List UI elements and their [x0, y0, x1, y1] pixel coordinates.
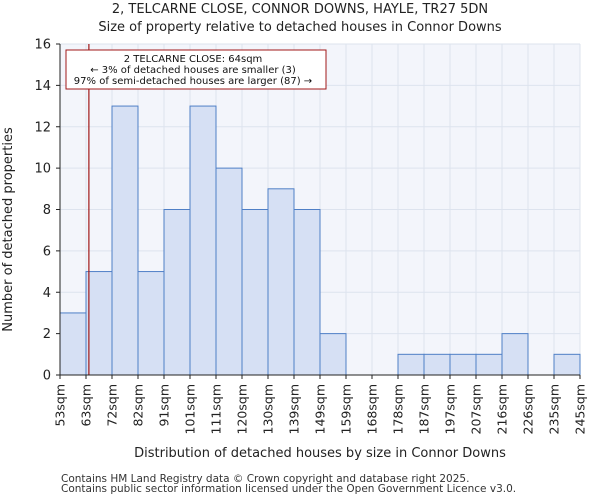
x-tick-label: 197sqm [443, 384, 458, 434]
y-tick-label: 8 [43, 203, 51, 218]
x-tick-label: 245sqm [573, 384, 588, 434]
histogram-bar [163, 209, 191, 376]
histogram-bar [137, 271, 165, 376]
x-tick-label: 111sqm [209, 384, 224, 434]
x-tick-label: 149sqm [313, 384, 328, 434]
histogram-bar [319, 333, 347, 376]
y-tick-label: 10 [34, 162, 51, 177]
histogram-bar [111, 105, 139, 376]
footer-line-2: Contains public sector information licen… [61, 483, 517, 495]
histogram-bar [189, 105, 217, 376]
chart-subtitle: Size of property relative to detached ho… [98, 20, 502, 35]
y-tick-label: 14 [34, 79, 51, 94]
x-tick-label: 120sqm [235, 384, 250, 434]
histogram-bar [59, 312, 87, 376]
annotation-line: ← 3% of detached houses are smaller (3) [90, 65, 296, 76]
y-tick-label: 6 [43, 244, 51, 259]
chart-title: 2, TELCARNE CLOSE, CONNOR DOWNS, HAYLE, … [111, 2, 489, 17]
histogram-bar [215, 167, 243, 376]
x-tick-label: 130sqm [261, 384, 276, 434]
histogram-bar [423, 353, 451, 376]
histogram-bar [85, 271, 113, 376]
x-tick-label: 159sqm [339, 384, 354, 434]
y-tick-label: 16 [34, 38, 51, 53]
footer-line-1: Contains HM Land Registry data © Crown c… [61, 473, 470, 485]
x-tick-label: 226sqm [521, 384, 536, 434]
x-tick-label: 216sqm [495, 384, 510, 434]
histogram-bar [553, 353, 581, 376]
x-tick-label: 63sqm [79, 384, 94, 427]
x-tick-label: 207sqm [469, 384, 484, 434]
x-tick-label: 139sqm [287, 384, 302, 434]
y-tick-label: 12 [34, 120, 51, 135]
histogram-bar [501, 333, 529, 376]
x-tick-label: 82sqm [131, 384, 146, 427]
x-axis-title: Distribution of detached houses by size … [134, 446, 506, 461]
histogram-bar [241, 209, 269, 376]
annotation-line: 2 TELCARNE CLOSE: 64sqm [124, 54, 263, 65]
x-tick-label: 53sqm [53, 384, 68, 427]
histogram-bar [449, 353, 477, 376]
histogram-bar [267, 188, 295, 376]
y-axis-title: Number of detached properties [1, 127, 16, 332]
annotation-box [65, 49, 327, 90]
y-tick-label: 4 [43, 286, 51, 301]
histogram-bar [397, 353, 425, 376]
x-tick-label: 235sqm [547, 384, 562, 434]
x-tick-label: 168sqm [365, 384, 380, 434]
x-tick-label: 187sqm [417, 384, 432, 434]
x-tick-label: 178sqm [391, 384, 406, 434]
y-tick-label: 2 [43, 327, 51, 342]
x-tick-label: 91sqm [157, 384, 172, 427]
y-tick-label: 0 [43, 369, 51, 384]
x-tick-label: 72sqm [105, 384, 120, 427]
x-tick-label: 101sqm [183, 384, 198, 434]
histogram-bar [475, 353, 503, 376]
histogram-bar [293, 209, 321, 376]
histogram-chart: 0 2 4 6 8 10 12 14 16 53sqm 63sqm 72sqm 82sqm 91sqm 10… [1, 38, 588, 462]
annotation-line: 97% of semi-detached houses are larger (… [74, 76, 312, 87]
